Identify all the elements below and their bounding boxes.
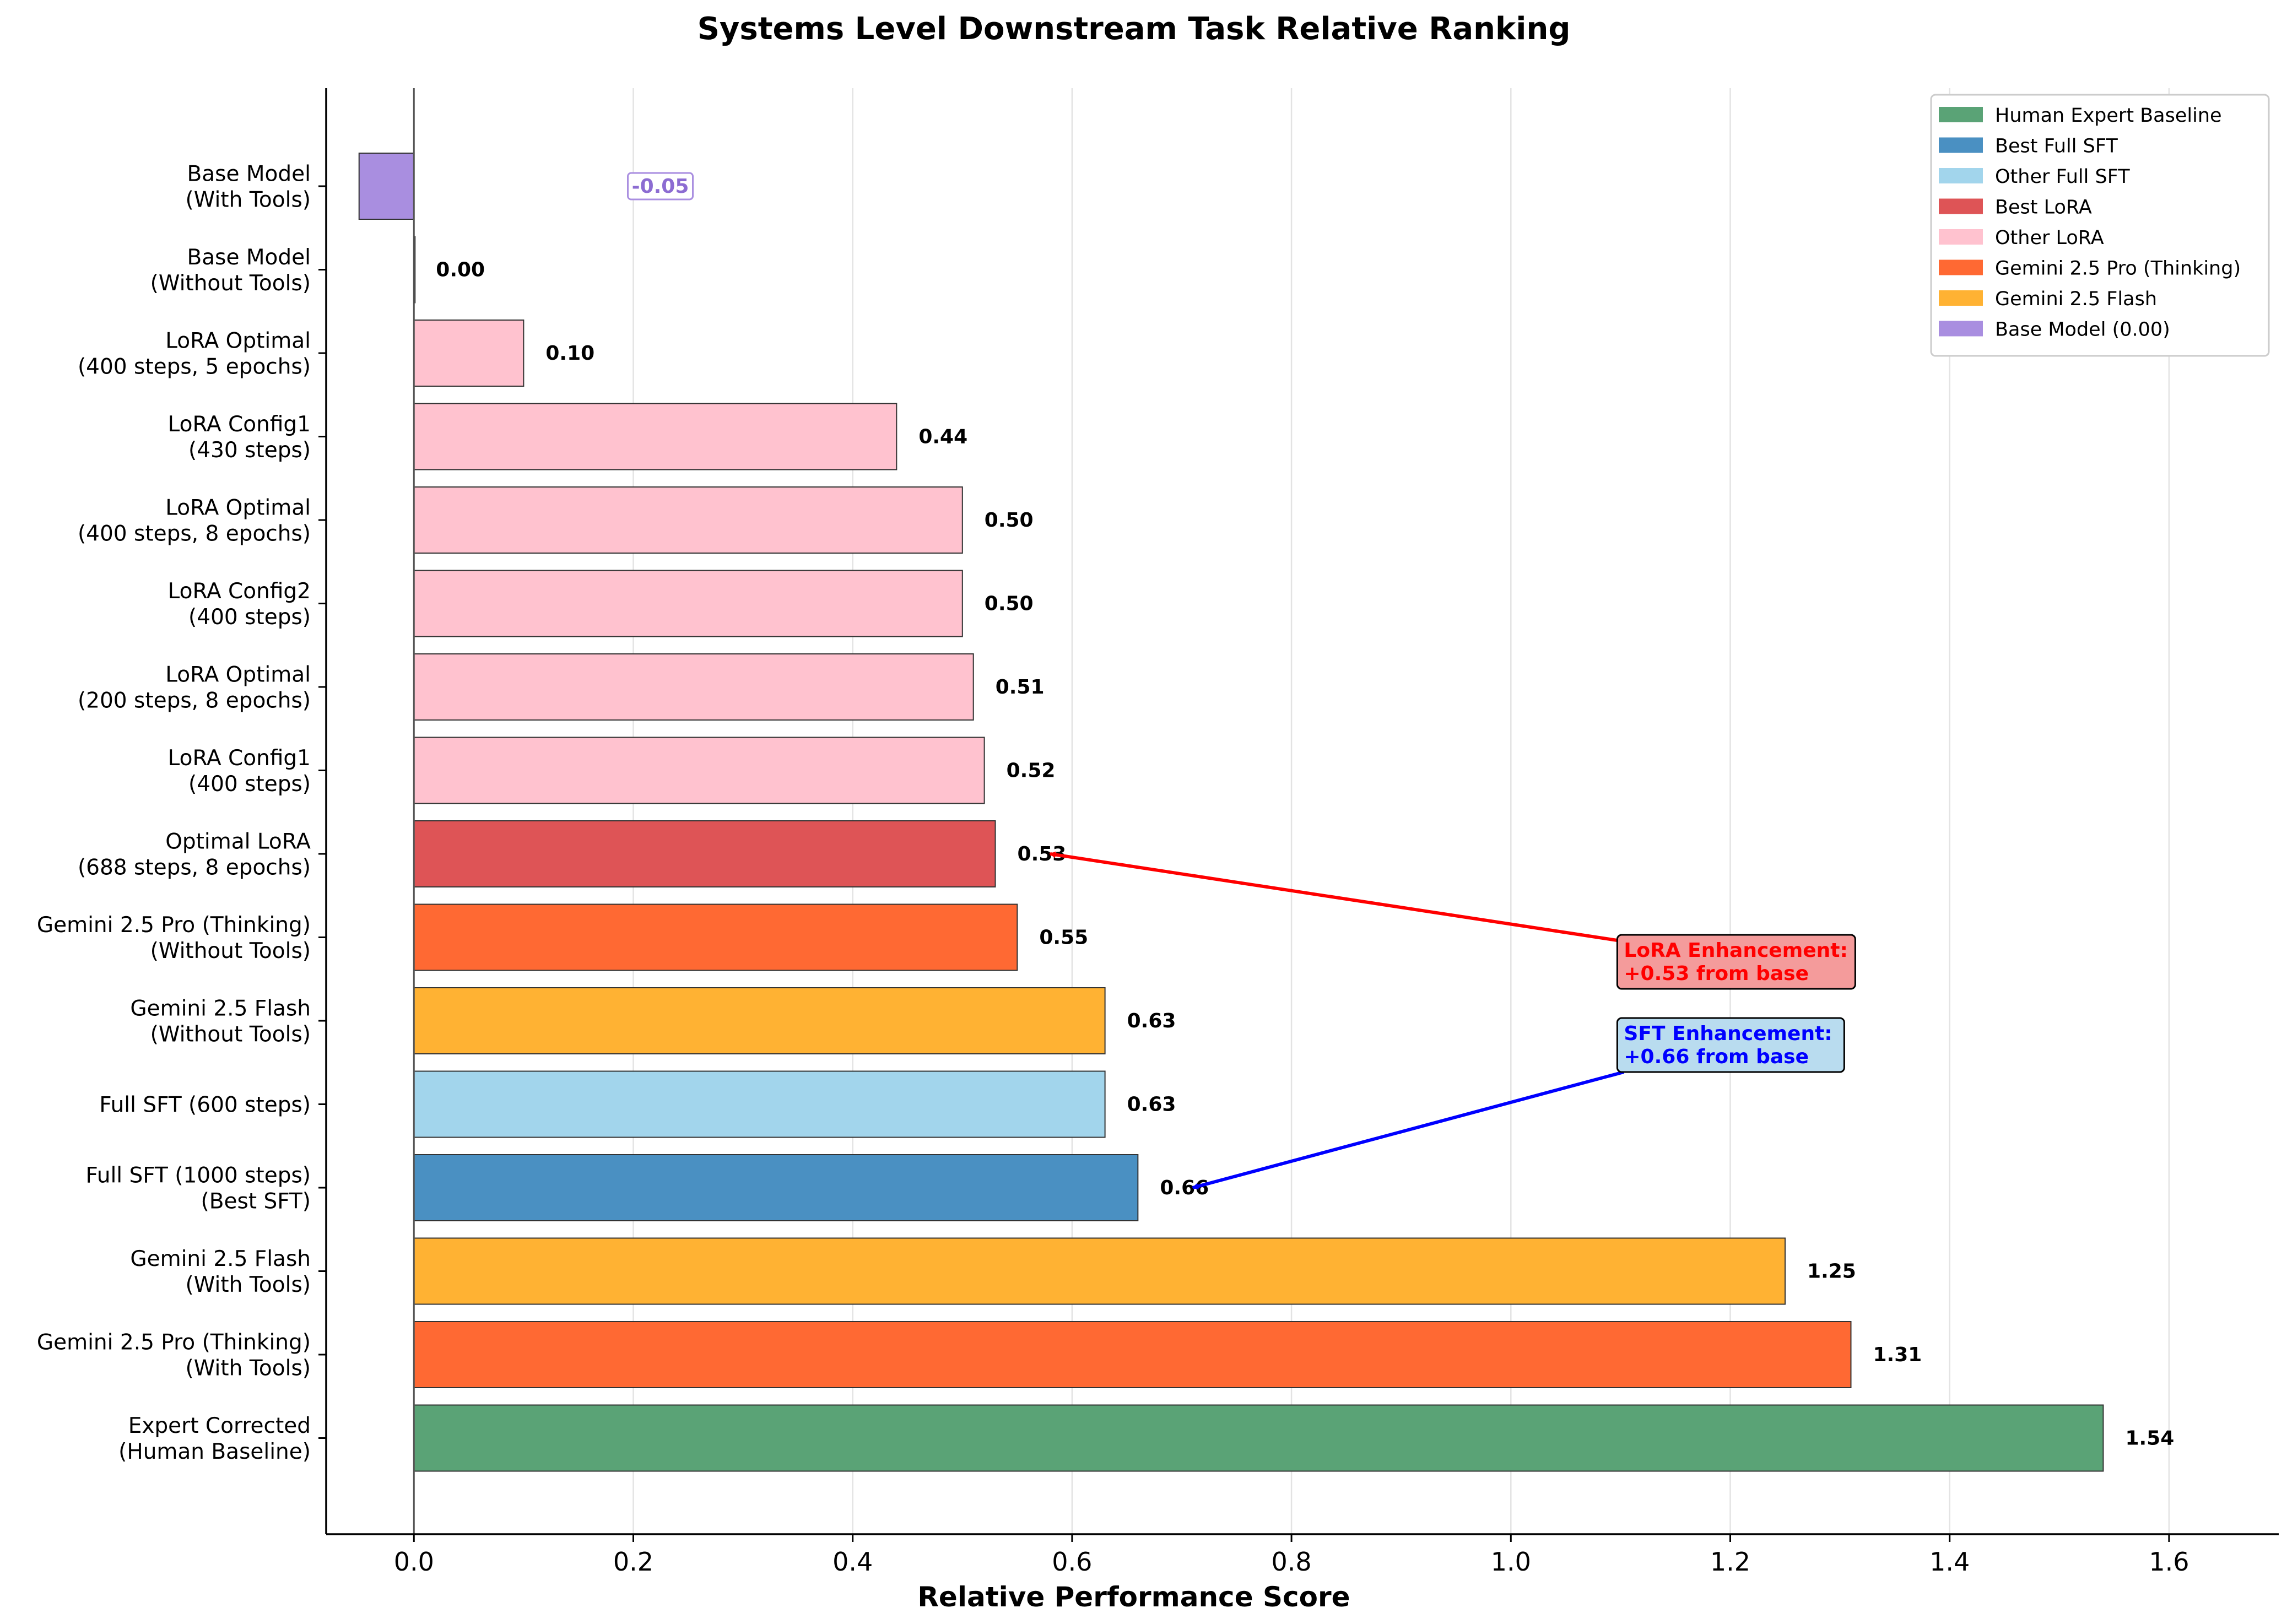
legend-swatch — [1939, 137, 1983, 153]
y-tick-label: Gemini 2.5 Pro (Thinking) (Without Tools) — [37, 913, 311, 963]
y-tick-label: LoRA Config1 (400 steps) — [168, 746, 311, 797]
annotation-text: LoRA Enhancement: +0.53 from base — [1624, 939, 1847, 985]
bar — [413, 403, 898, 470]
legend-item-label: Base Model (0.00) — [1995, 319, 2170, 341]
x-tick-label: 0.6 — [1052, 1547, 1092, 1577]
data-label: 0.55 — [1039, 927, 1088, 949]
y-tick-label: LoRA Config2 (400 steps) — [168, 579, 311, 630]
y-tick-label: Gemini 2.5 Pro (Thinking) (With Tools) — [37, 1330, 311, 1381]
bar — [413, 320, 525, 387]
y-tick-label: LoRA Optimal (400 steps, 8 epochs) — [78, 496, 311, 546]
bar — [413, 820, 996, 887]
legend-item-label: Human Expert Baseline — [1995, 105, 2222, 127]
data-label: 0.44 — [918, 426, 967, 448]
bar-layer — [358, 153, 2104, 1472]
data-label: 0.50 — [985, 509, 1034, 532]
x-tick-label: 1.0 — [1491, 1547, 1531, 1577]
y-tick-label: Full SFT (1000 steps) (Best SFT) — [85, 1163, 311, 1214]
legend: Human Expert Baseline Best Full SFT Other … — [1930, 94, 2270, 357]
data-label: -0.05 — [627, 172, 694, 201]
data-label: 0.50 — [985, 593, 1034, 615]
legend-item-label: Other Full SFT — [1995, 166, 2130, 188]
bar — [413, 987, 1106, 1054]
y-tick-label: Base Model (Without Tools) — [150, 245, 311, 296]
x-tick-label: 0.4 — [832, 1547, 873, 1577]
legend-swatch — [1939, 321, 1983, 337]
y-tick-label: LoRA Optimal (400 steps, 5 epochs) — [78, 329, 311, 380]
bar — [413, 486, 963, 554]
y-tick-label: Optimal LoRA (688 steps, 8 epochs) — [78, 830, 311, 880]
legend-swatch — [1939, 107, 1983, 122]
x-axis-label: Relative Performance Score — [917, 1581, 1350, 1613]
legend-swatch — [1939, 259, 1983, 275]
grid-layer — [413, 88, 2170, 1534]
bar — [413, 653, 974, 721]
legend-item-label: Best Full SFT — [1995, 136, 2118, 158]
y-tick-label: Base Model (With Tools) — [186, 162, 311, 213]
legend-swatch — [1939, 168, 1983, 183]
bar — [413, 737, 985, 804]
x-tick-label: 0.0 — [394, 1547, 434, 1577]
data-label: 0.63 — [1127, 1010, 1176, 1032]
data-label-box — [627, 172, 694, 201]
x-tick-label: 1.6 — [2149, 1547, 2189, 1577]
legend-item-label: Other LoRA — [1995, 227, 2104, 249]
y-tick-label: LoRA Optimal (200 steps, 8 epochs) — [78, 663, 311, 713]
data-label: 0.63 — [1127, 1094, 1176, 1116]
data-label: 1.31 — [1873, 1344, 1922, 1366]
bar — [358, 153, 415, 220]
legend-box — [1930, 94, 2270, 357]
data-label: 0.52 — [1007, 760, 1056, 782]
annotation-arrow — [1049, 851, 1618, 942]
x-tick-label: 1.2 — [1710, 1547, 1750, 1577]
bar — [413, 903, 1018, 971]
bar — [413, 570, 963, 637]
data-label: 0.10 — [545, 342, 594, 365]
legend-item-label: Best LoRA — [1995, 197, 2092, 219]
data-label: 1.25 — [1807, 1260, 1856, 1283]
y-tick-label: Gemini 2.5 Flash (With Tools) — [130, 1247, 311, 1297]
annotation-layer: LoRA Enhancement: +0.53 from base SFT Enha… — [1049, 851, 1856, 1190]
chart-title: Systems Level Downstream Task Relative R… — [698, 11, 1571, 47]
legend-swatch — [1939, 229, 1983, 245]
data-label: 0.00 — [436, 259, 485, 282]
bar — [413, 1404, 2104, 1472]
legend-swatch — [1939, 198, 1983, 214]
data-label-text: -0.05 — [632, 175, 689, 198]
x-tick-label: 0.8 — [1272, 1547, 1312, 1577]
y-tick-label: Full SFT (600 steps) — [99, 1093, 311, 1118]
annotation: LoRA Enhancement: +0.53 from base — [1049, 851, 1856, 990]
bar — [413, 1070, 1106, 1138]
data-label: 0.51 — [996, 676, 1045, 699]
data-label: 1.54 — [2125, 1427, 2174, 1450]
x-tick-label: 0.2 — [613, 1547, 653, 1577]
y-tick-label: Gemini 2.5 Flash (Without Tools) — [130, 997, 311, 1047]
annotation-box — [1616, 1017, 1845, 1073]
y-tick-label: Expert Corrected (Human Baseline) — [118, 1414, 311, 1464]
legend-item-label: Gemini 2.5 Pro (Thinking) — [1995, 258, 2241, 280]
annotation-text: SFT Enhancement: +0.66 from base — [1624, 1022, 1832, 1068]
bar — [413, 1154, 1139, 1221]
y-tick-label: LoRA Config1 (430 steps) — [168, 412, 311, 463]
annotation: SFT Enhancement: +0.66 from base — [1191, 1017, 1845, 1190]
bar — [413, 1321, 1852, 1388]
axis-layer: 0.0 0.2 0.4 0.6 0.8 1.0 1.2 1.4 1.6 Base Model (Wi… — [37, 88, 2279, 1577]
annotation-arrow — [1191, 1070, 1625, 1190]
legend-item-label: Gemini 2.5 Flash — [1995, 288, 2157, 310]
data-label: 0.66 — [1160, 1177, 1209, 1199]
annotation-box — [1616, 934, 1856, 990]
bar — [413, 1237, 1786, 1305]
x-tick-label: 1.4 — [1929, 1547, 1970, 1577]
legend-swatch — [1939, 290, 1983, 306]
